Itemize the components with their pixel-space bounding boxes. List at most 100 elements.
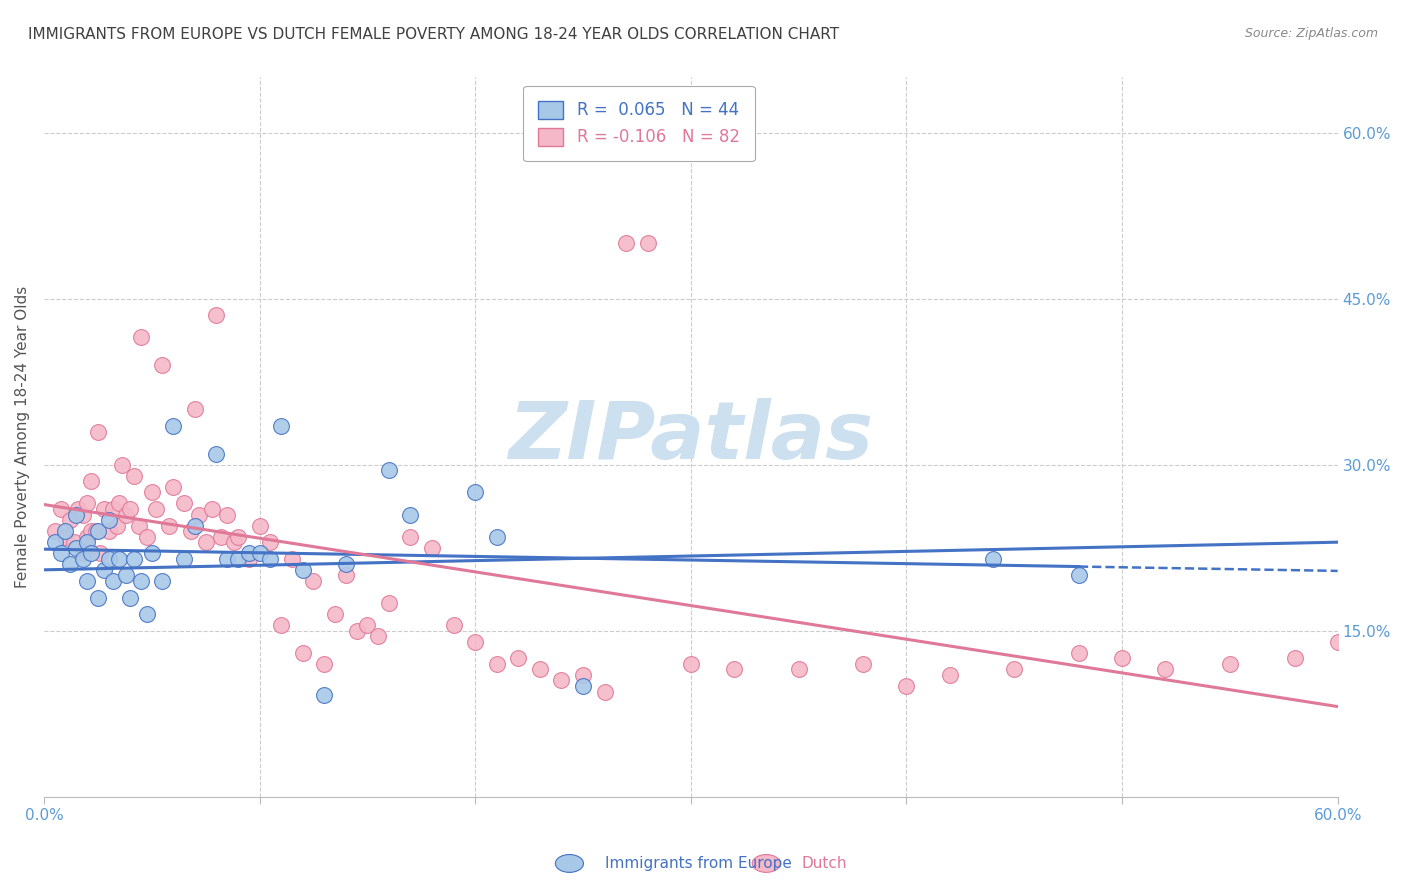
Point bbox=[226, 551, 249, 566]
Point bbox=[136, 607, 159, 621]
Point bbox=[356, 618, 378, 632]
Y-axis label: Female Poverty Among 18-24 Year Olds: Female Poverty Among 18-24 Year Olds bbox=[15, 286, 30, 588]
Point bbox=[114, 508, 136, 522]
Point bbox=[205, 447, 228, 461]
Point bbox=[110, 458, 132, 472]
Point bbox=[723, 662, 745, 676]
Point bbox=[291, 563, 314, 577]
Point bbox=[270, 618, 292, 632]
Text: IMMIGRANTS FROM EUROPE VS DUTCH FEMALE POVERTY AMONG 18-24 YEAR OLDS CORRELATION: IMMIGRANTS FROM EUROPE VS DUTCH FEMALE P… bbox=[28, 27, 839, 42]
Point bbox=[145, 502, 167, 516]
Point bbox=[76, 530, 98, 544]
Point bbox=[367, 629, 389, 643]
Point bbox=[49, 502, 72, 516]
Point bbox=[335, 558, 357, 572]
Point bbox=[281, 551, 304, 566]
Point bbox=[346, 624, 368, 638]
Point bbox=[614, 236, 637, 251]
Point bbox=[93, 563, 115, 577]
Point bbox=[157, 518, 180, 533]
Point bbox=[1067, 646, 1090, 660]
Point bbox=[97, 524, 120, 538]
Point bbox=[399, 508, 422, 522]
Point bbox=[76, 574, 98, 588]
Point bbox=[87, 425, 110, 439]
Point bbox=[162, 419, 184, 434]
Point bbox=[101, 502, 124, 516]
Point bbox=[572, 679, 595, 693]
Point bbox=[129, 330, 152, 344]
Point bbox=[49, 546, 72, 560]
Point bbox=[65, 508, 87, 522]
Point bbox=[399, 530, 422, 544]
Point bbox=[259, 535, 281, 549]
Point bbox=[120, 502, 142, 516]
Point bbox=[184, 402, 207, 417]
Point bbox=[226, 530, 249, 544]
Point bbox=[291, 646, 314, 660]
Point bbox=[120, 591, 142, 605]
Point bbox=[173, 496, 195, 510]
Text: Immigrants from Europe: Immigrants from Europe bbox=[605, 856, 792, 871]
Point bbox=[249, 546, 271, 560]
Circle shape bbox=[555, 855, 583, 872]
Point bbox=[222, 535, 245, 549]
Point bbox=[302, 574, 325, 588]
Point bbox=[44, 535, 66, 549]
Point bbox=[194, 535, 217, 549]
Point bbox=[76, 496, 98, 510]
Point bbox=[420, 541, 443, 555]
Point bbox=[124, 551, 146, 566]
Point bbox=[593, 684, 616, 698]
Text: ZIPatlas: ZIPatlas bbox=[508, 398, 873, 476]
Point bbox=[184, 518, 207, 533]
Point bbox=[314, 657, 336, 671]
Point bbox=[323, 607, 346, 621]
Point bbox=[72, 508, 94, 522]
Point bbox=[114, 568, 136, 582]
Point bbox=[162, 480, 184, 494]
Point bbox=[65, 541, 87, 555]
Point bbox=[572, 668, 595, 682]
Point bbox=[124, 468, 146, 483]
Point bbox=[637, 236, 659, 251]
Point bbox=[72, 551, 94, 566]
Point bbox=[1284, 651, 1306, 665]
Point bbox=[550, 673, 572, 688]
Point bbox=[180, 524, 202, 538]
Point bbox=[173, 551, 195, 566]
Point bbox=[896, 679, 918, 693]
Point bbox=[679, 657, 702, 671]
Text: Dutch: Dutch bbox=[801, 856, 846, 871]
Point bbox=[464, 485, 486, 500]
Point bbox=[101, 574, 124, 588]
Point bbox=[141, 485, 163, 500]
Point bbox=[270, 419, 292, 434]
Point bbox=[1154, 662, 1177, 676]
Point bbox=[259, 551, 281, 566]
Point bbox=[44, 524, 66, 538]
Point bbox=[59, 513, 82, 527]
Point bbox=[97, 551, 120, 566]
Point bbox=[89, 546, 111, 560]
Point bbox=[152, 358, 174, 372]
Point bbox=[485, 657, 508, 671]
Point bbox=[852, 657, 875, 671]
Point bbox=[108, 496, 131, 510]
Point bbox=[209, 530, 232, 544]
Point bbox=[201, 502, 224, 516]
Point bbox=[1219, 657, 1241, 671]
Point bbox=[485, 530, 508, 544]
Point bbox=[84, 524, 107, 538]
Point bbox=[72, 546, 94, 560]
Point bbox=[87, 591, 110, 605]
Point bbox=[128, 518, 150, 533]
Point bbox=[55, 524, 77, 538]
Point bbox=[217, 551, 239, 566]
Point bbox=[981, 551, 1004, 566]
Point bbox=[141, 546, 163, 560]
Point bbox=[217, 508, 239, 522]
Point bbox=[787, 662, 810, 676]
Point bbox=[108, 551, 131, 566]
Text: Source: ZipAtlas.com: Source: ZipAtlas.com bbox=[1244, 27, 1378, 40]
